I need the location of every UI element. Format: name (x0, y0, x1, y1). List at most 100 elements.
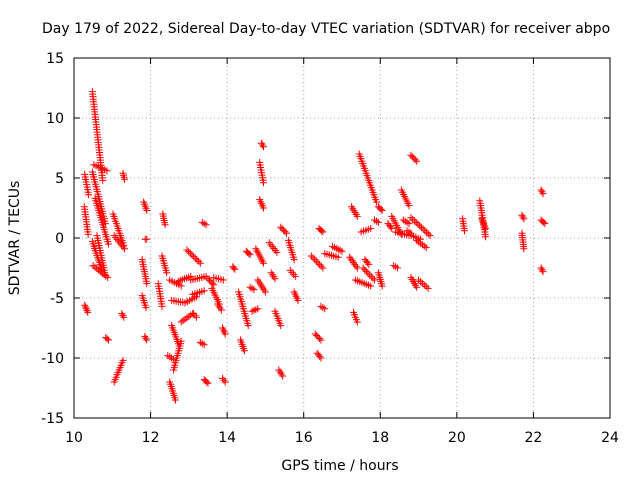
data-point (392, 263, 400, 271)
data-point (177, 282, 185, 290)
data-point (250, 286, 258, 294)
data-point (96, 268, 104, 276)
data-point (119, 243, 127, 251)
data-point (205, 276, 213, 284)
data-point (271, 275, 279, 283)
data-point (359, 264, 367, 272)
y-tick-label: -5 (50, 291, 64, 307)
data-point (417, 223, 425, 231)
data-point (84, 230, 92, 238)
data-point (270, 245, 278, 253)
data-point (261, 288, 269, 296)
data-point (321, 305, 329, 313)
data-point (202, 221, 210, 229)
data-point (278, 225, 286, 233)
data-point (377, 205, 385, 213)
data-point (367, 282, 375, 290)
data-point (346, 253, 354, 261)
data-point (410, 217, 418, 225)
data-point (334, 253, 342, 261)
axes-layer: 10 12 14 16 18 20 22 24 -15 -10 -5 0 5 10 15 (41, 51, 619, 446)
data-point (405, 220, 413, 228)
data-point (407, 214, 415, 222)
data-point (364, 269, 372, 277)
data-point (231, 265, 239, 273)
data-point (204, 379, 212, 387)
data-point (312, 257, 320, 265)
data-point (260, 179, 268, 187)
data-point (388, 224, 396, 232)
data-point (260, 143, 268, 151)
data-point (520, 245, 528, 253)
data-point (259, 141, 267, 149)
data-point (143, 235, 151, 243)
data-point (267, 241, 275, 249)
points-layer (80, 88, 549, 404)
data-point (246, 251, 254, 259)
data-point (91, 263, 99, 271)
data-point (413, 157, 421, 165)
data-point (537, 186, 545, 194)
data-point (316, 352, 324, 360)
data-point (405, 202, 413, 210)
data-point (317, 354, 325, 362)
data-point (307, 252, 315, 260)
data-point (311, 330, 319, 338)
data-point (539, 268, 547, 276)
data-point (204, 275, 212, 283)
data-point (113, 235, 121, 243)
data-point (338, 247, 346, 255)
data-point (518, 211, 526, 219)
data-point (415, 276, 423, 284)
data-point (409, 215, 417, 223)
data-point (85, 191, 93, 199)
data-point (319, 228, 327, 236)
data-point (407, 151, 415, 159)
x-tick-label: 16 (295, 430, 313, 446)
data-point (183, 246, 191, 254)
data-point (410, 154, 418, 162)
data-point (101, 271, 109, 279)
data-point (461, 227, 469, 235)
data-point (279, 372, 287, 380)
data-point (230, 264, 238, 272)
data-point (191, 254, 199, 262)
data-point (252, 306, 260, 314)
data-point (424, 284, 432, 292)
data-point (245, 250, 253, 258)
data-point (220, 376, 228, 384)
data-point (365, 260, 373, 268)
data-point (316, 335, 324, 342)
x-axis-label: GPS time / hours (281, 458, 398, 474)
data-point (141, 332, 149, 340)
data-point (81, 301, 89, 309)
data-point (294, 296, 302, 304)
data-point (161, 221, 169, 229)
data-point (538, 188, 546, 196)
data-point (519, 213, 527, 221)
data-point (219, 276, 227, 284)
data-point (411, 156, 419, 164)
data-point (541, 220, 549, 228)
chart-title: Day 179 of 2022, Sidereal Day-to-day VTE… (42, 21, 610, 37)
data-point (426, 232, 434, 240)
x-tick-label: 22 (525, 430, 543, 446)
data-point (82, 305, 90, 313)
data-point (318, 227, 326, 235)
y-tick-label: 10 (46, 111, 64, 127)
data-point (185, 248, 193, 256)
data-point (280, 226, 288, 234)
data-point (163, 269, 171, 277)
data-point (190, 253, 198, 261)
data-point (93, 265, 101, 273)
grid-layer (74, 58, 610, 418)
data-point (143, 206, 151, 214)
data-point (281, 228, 289, 236)
data-point (277, 322, 285, 330)
data-point (248, 284, 256, 292)
data-point (103, 335, 111, 343)
y-tick-label: -10 (41, 351, 64, 367)
y-axis-label: SDTVAR / TECUs (7, 181, 23, 296)
data-point (193, 313, 201, 321)
data-point (372, 217, 380, 225)
